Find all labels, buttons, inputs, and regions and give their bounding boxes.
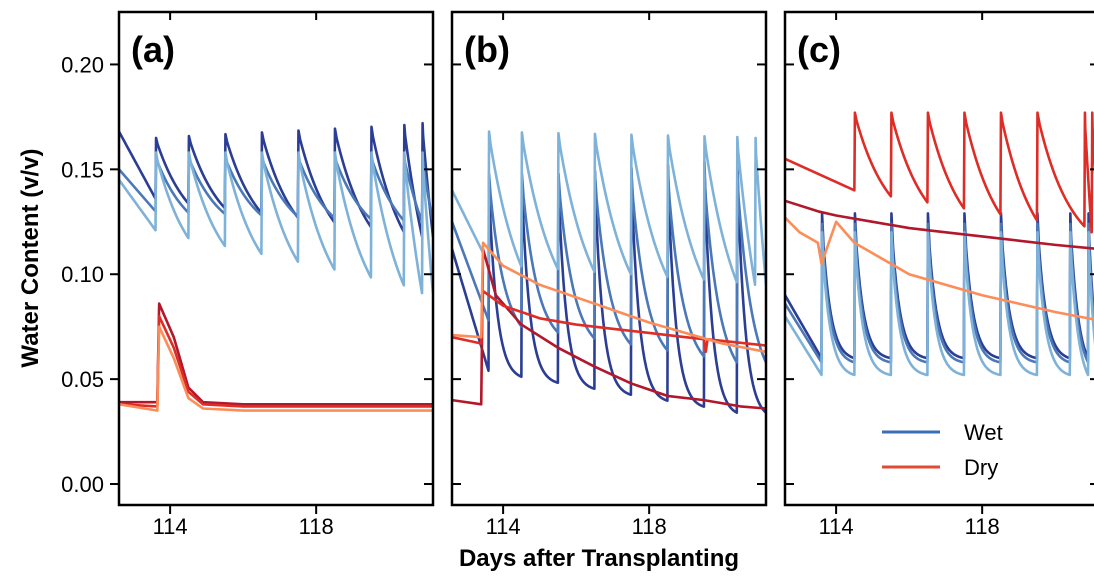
legend-wet-label: Wet <box>964 420 1003 445</box>
y-axis-title: Water Content (v/v) <box>17 148 44 367</box>
y-tick-label: 0.00 <box>61 472 104 497</box>
panel-c-wet-series-3 <box>785 230 1094 377</box>
panel-b-wet-series-2 <box>452 172 766 364</box>
legend-dry-label: Dry <box>964 455 998 480</box>
x-tick-label: 114 <box>819 514 854 539</box>
panel-b-series-layer <box>452 130 766 414</box>
panel-c-series-layer <box>785 111 1094 377</box>
panel-b-dry-series-6 <box>452 241 766 354</box>
panel-c-label: (c) <box>797 29 841 70</box>
panel-c: (c) <box>783 10 1094 507</box>
panel-b-wet-series-3 <box>452 130 766 287</box>
panel-b-label: (b) <box>464 29 510 70</box>
legend: Wet Dry <box>882 420 1003 480</box>
x-tick-label: 118 <box>632 514 667 539</box>
panel-b: (b) <box>450 10 768 507</box>
panel-a-wet-series-3 <box>119 151 433 295</box>
x-tick-label: 118 <box>299 514 334 539</box>
panel-a-dry-series-5 <box>119 314 433 408</box>
axis-ticks: 0.00 0.05 0.10 0.15 0.20 114 118 114 118 114 118 <box>61 12 1094 539</box>
y-tick-label: 0.20 <box>61 52 104 77</box>
panel-a: (a) <box>117 10 435 507</box>
panel-a-dry-series-4 <box>119 302 433 406</box>
panel-c-dry-series-5 <box>785 199 1094 250</box>
y-tick-label: 0.05 <box>61 367 104 392</box>
panel-c-dry-series-6 <box>785 216 1094 321</box>
x-tick-label: 114 <box>153 514 188 539</box>
panel-c-frame <box>783 10 1094 507</box>
panel-a-frame <box>117 10 435 507</box>
panel-a-dry-series-6 <box>119 325 433 412</box>
y-tick-label: 0.15 <box>61 157 104 182</box>
panel-b-frame <box>450 10 768 507</box>
y-tick-label: 0.10 <box>61 262 104 287</box>
x-axis-title: Days after Transplanting <box>459 545 739 572</box>
x-tick-label: 118 <box>965 514 1000 539</box>
x-tick-label: 114 <box>486 514 521 539</box>
panel-a-series-layer <box>119 121 433 412</box>
panel-a-label: (a) <box>131 29 175 70</box>
panel-b-wet-series-1 <box>452 157 766 414</box>
panel-c-dry-series-4 <box>785 111 1094 234</box>
